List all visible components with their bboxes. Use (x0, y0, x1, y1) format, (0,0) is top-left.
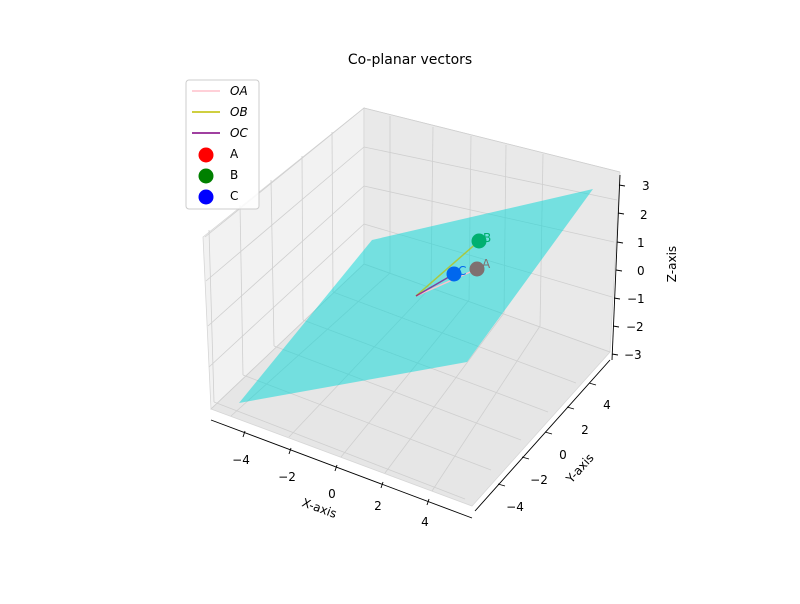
x-tick-label: 4 (421, 515, 429, 529)
y-tick-label: 4 (603, 398, 611, 412)
z-tick-label: 0 (637, 264, 645, 278)
z-axis-line (611, 174, 621, 361)
vector-oa (415, 268, 478, 297)
y-axis-line (474, 359, 611, 512)
y-tick-label: 0 (559, 448, 567, 462)
x-tick-label: −4 (232, 453, 250, 467)
y-tick-label: −4 (506, 500, 524, 514)
point-a (469, 261, 485, 277)
z-tick-label: 2 (640, 208, 648, 222)
tick-marks (242, 184, 626, 506)
point-label-c: C (458, 264, 466, 278)
legend-marker-c (198, 189, 214, 205)
x-tick-label: 2 (374, 499, 382, 513)
z-tick-label: −2 (626, 320, 644, 334)
legend-label-oc: OC (230, 126, 248, 140)
legend-marker-a (198, 147, 214, 163)
x-tick-label: −2 (278, 470, 296, 484)
y-axis-title: Y-axis (563, 451, 597, 487)
y-tick-label: 2 (581, 423, 589, 437)
legend-marker-b (198, 168, 214, 184)
legend-frame (185, 79, 260, 210)
legend-label-b: B (230, 168, 238, 182)
vector-ob (415, 240, 480, 297)
z-axis-title: Z-axis (665, 246, 679, 282)
legend-label-a: A (230, 147, 239, 161)
legend-label-c: C (230, 189, 238, 203)
legend-label-ob: OB (230, 105, 248, 119)
point-label-a: A (482, 257, 491, 271)
z-tick-label: −1 (627, 292, 645, 306)
y-tick-label: −2 (530, 473, 548, 487)
z-tick-label: −3 (624, 348, 642, 362)
point-c (446, 266, 462, 282)
z-tick-label: 3 (642, 179, 650, 193)
point-b (471, 233, 487, 249)
z-tick-label: 1 (637, 236, 645, 250)
point-label-b: B (483, 231, 491, 245)
x-tick-label: 0 (328, 487, 336, 501)
legend-label-oa: OA (230, 84, 248, 98)
chart-title: Co-planar vectors (348, 52, 472, 68)
legend: OA OB OC A B C (185, 79, 260, 210)
